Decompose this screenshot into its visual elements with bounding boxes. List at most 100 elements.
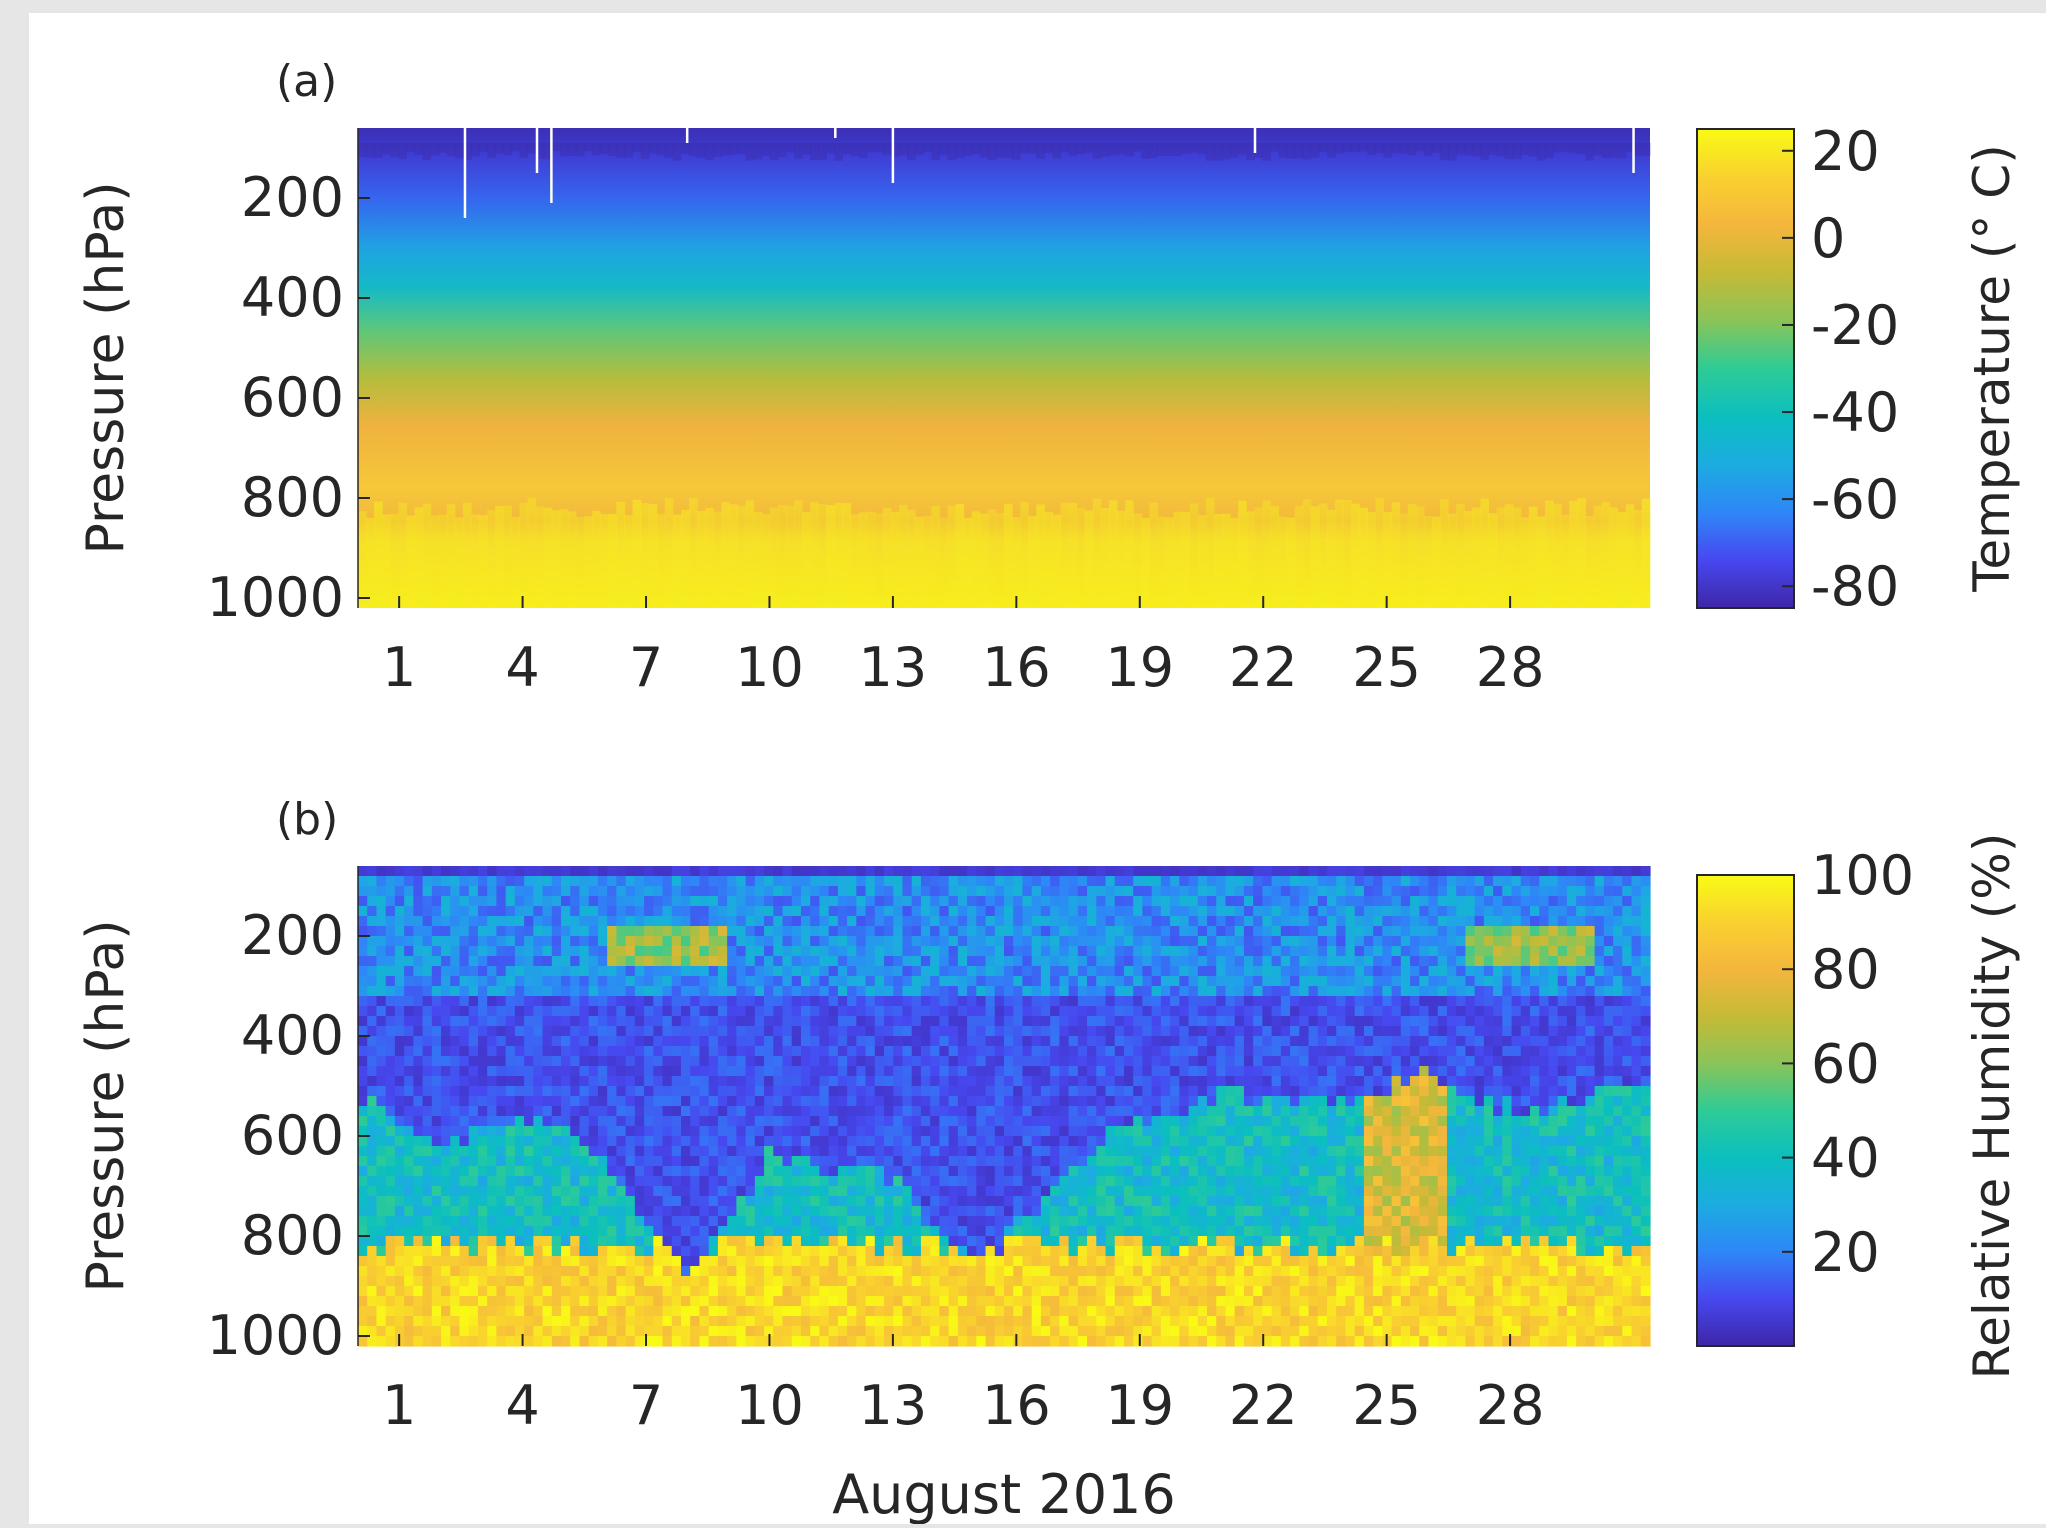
humidity-cell <box>958 1176 968 1187</box>
humidity-cell <box>819 986 829 997</box>
humidity-cell <box>856 1096 866 1107</box>
humidity-cell <box>746 1336 756 1347</box>
humidity-cell <box>1096 1056 1106 1067</box>
humidity-cell <box>1235 1156 1245 1167</box>
humidity-cell <box>746 1146 756 1157</box>
humidity-cell <box>487 1006 497 1017</box>
humidity-cell <box>755 1296 765 1307</box>
humidity-cell <box>598 1126 608 1137</box>
humidity-cell <box>856 976 866 987</box>
humidity-cell <box>663 1096 673 1107</box>
humidity-cell <box>755 1266 765 1277</box>
humidity-cell <box>413 1186 423 1197</box>
humidity-cell <box>1235 956 1245 967</box>
humidity-cell <box>404 1316 414 1327</box>
humidity-cell <box>856 896 866 907</box>
boundary-layer-cell <box>713 512 722 608</box>
humidity-cell <box>1235 866 1245 877</box>
humidity-cell <box>699 1196 709 1207</box>
humidity-cell <box>358 906 368 917</box>
humidity-cell <box>1032 1196 1042 1207</box>
humidity-cell <box>413 1026 423 1037</box>
humidity-cell <box>856 1046 866 1057</box>
humidity-cell <box>589 916 599 927</box>
boundary-layer-cell <box>479 515 488 608</box>
humidity-cell <box>496 906 506 917</box>
humidity-cell <box>736 1336 746 1347</box>
humidity-cell <box>902 1266 912 1277</box>
humidity-cell <box>810 1156 820 1167</box>
humidity-cell <box>663 1066 673 1077</box>
humidity-cell <box>653 936 663 947</box>
humidity-cell <box>792 1046 802 1057</box>
humidity-cell <box>921 1056 931 1067</box>
humidity-cell <box>893 946 903 957</box>
humidity-cell <box>792 1236 802 1247</box>
humidity-cell <box>736 1056 746 1067</box>
humidity-cell <box>441 906 451 917</box>
humidity-cell <box>1087 1296 1097 1307</box>
humidity-cell <box>552 1136 562 1147</box>
humidity-cell <box>958 1336 968 1347</box>
humidity-cell <box>902 1076 912 1087</box>
humidity-cell <box>506 1066 516 1077</box>
humidity-cell <box>819 1286 829 1297</box>
humidity-cell <box>1179 956 1189 967</box>
humidity-cell <box>921 956 931 967</box>
humidity-cell <box>1216 956 1226 967</box>
humidity-cell <box>1179 976 1189 987</box>
humidity-cell <box>773 926 783 937</box>
humidity-cell <box>404 1126 414 1137</box>
humidity-cell <box>856 1236 866 1247</box>
humidity-cell <box>847 1126 857 1137</box>
humidity-cell <box>1106 896 1116 907</box>
humidity-cell <box>358 1136 368 1147</box>
humidity-cell <box>1161 906 1171 917</box>
humidity-cell <box>543 926 553 937</box>
humidity-cell <box>413 926 423 937</box>
boundary-layer-cell <box>843 503 852 608</box>
stratosphere-cell <box>762 143 771 156</box>
humidity-cell <box>543 1026 553 1037</box>
humidity-cell <box>579 926 589 937</box>
humidity-cell <box>1004 1016 1014 1027</box>
humidity-cell <box>783 1266 793 1277</box>
humidity-cell <box>376 1336 386 1347</box>
stratosphere-cell <box>1012 143 1021 160</box>
humidity-cell <box>699 1126 709 1137</box>
humidity-cell <box>847 986 857 997</box>
humidity-cell <box>1096 1086 1106 1097</box>
humidity-cell <box>1207 896 1217 907</box>
humidity-cell <box>469 1036 479 1047</box>
humidity-cell <box>875 966 885 977</box>
humidity-cell <box>1189 1086 1199 1097</box>
humidity-cell <box>875 1026 885 1037</box>
humidity-cell <box>423 1316 433 1327</box>
humidity-cell <box>1170 946 1180 957</box>
boundary-layer-cell <box>1375 498 1384 608</box>
humidity-cell <box>1069 886 1079 897</box>
humidity-cell <box>736 896 746 907</box>
humidity-cell <box>1087 906 1097 917</box>
humidity-cell <box>1032 1186 1042 1197</box>
humidity-cell <box>1022 1006 1032 1017</box>
humidity-cell <box>496 1256 506 1267</box>
humidity-cell <box>875 916 885 927</box>
humidity-cell <box>506 1196 516 1207</box>
humidity-cell <box>810 1066 820 1077</box>
humidity-cell <box>404 1206 414 1217</box>
humidity-cell <box>1022 996 1032 1007</box>
humidity-cell <box>616 1146 626 1157</box>
humidity-cell <box>1106 936 1116 947</box>
humidity-cell <box>589 866 599 877</box>
humidity-cell <box>810 1226 820 1237</box>
humidity-cell <box>423 916 433 927</box>
humidity-cell <box>1198 926 1208 937</box>
humidity-cell <box>1069 1336 1079 1347</box>
humidity-cell <box>1198 1186 1208 1197</box>
humidity-cell <box>432 866 442 877</box>
humidity-cell <box>1152 866 1162 877</box>
humidity-cell <box>533 1066 543 1077</box>
humidity-cell <box>1087 996 1097 1007</box>
humidity-cell <box>736 1186 746 1197</box>
